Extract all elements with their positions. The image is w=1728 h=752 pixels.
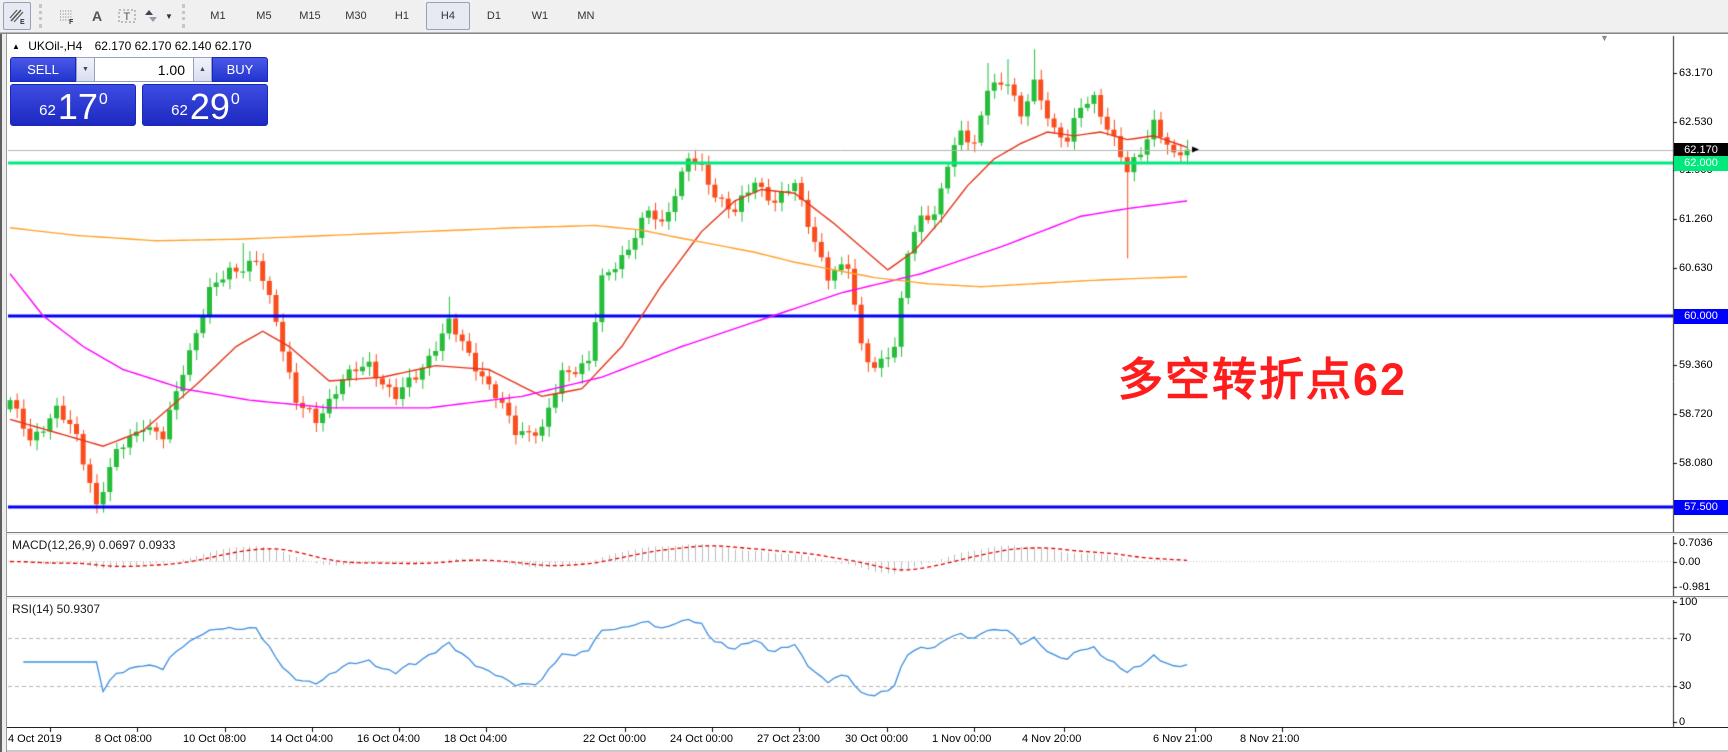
panel-separator-rsi[interactable] bbox=[7, 596, 1728, 600]
timeframe-button-H1[interactable]: H1 bbox=[394, 10, 409, 22]
collapse-triangle-icon[interactable]: ▲ bbox=[12, 42, 20, 51]
rsi-axis-label[interactable]: 30 bbox=[1679, 680, 1692, 692]
window-top-border bbox=[0, 33, 1728, 34]
macd-axis-label[interactable]: 0.00 bbox=[1679, 555, 1701, 568]
volume-input[interactable]: 1.00 bbox=[95, 57, 193, 82]
price-tick-label[interactable]: 59.360 bbox=[1679, 358, 1713, 371]
sell-price-sup: 0 bbox=[98, 91, 108, 108]
rsi-axis-label[interactable]: 100 bbox=[1679, 596, 1698, 608]
time-axis-label[interactable]: 22 Oct 00:00 bbox=[583, 733, 646, 745]
text-label-button[interactable]: A bbox=[83, 2, 111, 30]
sell-quote-button[interactable]: 62 17 0 bbox=[10, 84, 136, 126]
chart-text-annotation: 多空转折点62 bbox=[1118, 354, 1408, 405]
time-axis-label[interactable]: 8 Nov 21:00 bbox=[1240, 733, 1300, 745]
time-axis-label[interactable]: 10 Oct 08:00 bbox=[183, 733, 246, 745]
price-level-box[interactable]: 62.170 bbox=[1674, 142, 1728, 158]
price-tick-label[interactable]: 60.630 bbox=[1679, 261, 1713, 274]
rsi-axis-label[interactable]: 0 bbox=[1679, 716, 1686, 728]
buy-quote-button[interactable]: 62 29 0 bbox=[142, 84, 268, 126]
time-axis-label[interactable]: 30 Oct 00:00 bbox=[845, 733, 908, 745]
price-tick-label[interactable]: 58.720 bbox=[1679, 407, 1713, 420]
timeframe-buttons: M1 M5 M15 M30 H1 H4 D1 W1 MN bbox=[195, 2, 609, 30]
buy-price-sup: 0 bbox=[230, 91, 240, 108]
chevron-down-icon: ▼ bbox=[82, 66, 89, 73]
svg-text:F: F bbox=[69, 19, 74, 25]
volume-decrease-button[interactable]: ▼ bbox=[76, 57, 95, 82]
text-label-icon: A bbox=[91, 8, 103, 24]
buy-price-big: 29 bbox=[189, 86, 230, 127]
chevron-up-icon: ▲ bbox=[199, 66, 206, 73]
toolbar-grip bbox=[39, 4, 45, 28]
main-toolbar: E F A T ▼ M1 M5 M15 M30 H1 H4 D1 W1 MN bbox=[0, 0, 1728, 33]
price-level-box[interactable]: 62.000 bbox=[1674, 155, 1728, 171]
text-box-button[interactable]: T bbox=[113, 2, 141, 30]
chart-editor-icon: E bbox=[9, 9, 25, 25]
arrows-tool-icon bbox=[145, 10, 157, 22]
time-axis-label[interactable]: 4 Oct 2019 bbox=[8, 733, 62, 745]
arrows-tool-button[interactable]: ▼ bbox=[143, 2, 174, 30]
svg-text:E: E bbox=[20, 19, 25, 25]
volume-increase-button[interactable]: ▲ bbox=[193, 57, 212, 82]
chart-title: ▲ UKOil-,H4 62.170 62.170 62.140 62.170 bbox=[12, 39, 251, 53]
toolbar-grip-2 bbox=[181, 4, 188, 28]
rsi-axis-label[interactable]: 70 bbox=[1679, 632, 1692, 644]
buy-price-prefix: 62 bbox=[171, 102, 188, 119]
timeframe-button-H4[interactable]: H4 bbox=[425, 2, 470, 30]
time-axis-label[interactable]: 8 Oct 08:00 bbox=[95, 733, 152, 745]
chart-editor-button[interactable]: E bbox=[3, 2, 31, 30]
timeframe-button-M15[interactable]: M15 bbox=[299, 10, 321, 22]
timeframe-button-M5[interactable]: M5 bbox=[256, 10, 272, 22]
grid-icon: F bbox=[60, 10, 74, 25]
window-bottom-border bbox=[0, 750, 1728, 752]
price-level-box[interactable]: 60.000 bbox=[1674, 308, 1728, 324]
timeframe-button-M1[interactable]: M1 bbox=[210, 10, 226, 22]
scroll-position-marker[interactable]: ▼ bbox=[1600, 33, 1609, 43]
time-axis-label[interactable]: 24 Oct 00:00 bbox=[670, 733, 733, 745]
sell-button[interactable]: SELL bbox=[10, 57, 76, 82]
rsi-label: RSI(14) 50.9307 bbox=[12, 602, 101, 616]
time-axis-label[interactable]: 1 Nov 00:00 bbox=[932, 733, 992, 745]
chevron-down-icon: ▼ bbox=[165, 11, 173, 21]
macd-axis-label[interactable]: 0.7036 bbox=[1679, 537, 1713, 550]
grid-button[interactable]: F bbox=[53, 2, 81, 30]
time-axis-label[interactable]: 14 Oct 04:00 bbox=[270, 733, 333, 745]
timeframe-button-MN[interactable]: MN bbox=[577, 10, 595, 22]
buy-button[interactable]: BUY bbox=[212, 57, 268, 82]
macd-label: MACD(12,26,9) 0.0697 0.0933 bbox=[12, 538, 176, 552]
window-left-border bbox=[0, 34, 7, 752]
price-tick-label[interactable]: 58.080 bbox=[1679, 456, 1713, 469]
timeframe-button-M30[interactable]: M30 bbox=[345, 10, 367, 22]
symbol-period-label: UKOil-,H4 bbox=[28, 39, 83, 53]
time-axis-label[interactable]: 16 Oct 04:00 bbox=[357, 733, 420, 745]
ohlc-values: 62.170 62.170 62.140 62.170 bbox=[94, 39, 252, 53]
macd-axis-label[interactable]: -0.981 bbox=[1679, 581, 1711, 593]
one-click-trading-panel: SELL ▼ 1.00 ▲ BUY 62 17 0 62 29 0 bbox=[10, 57, 268, 126]
time-axis-label[interactable]: 18 Oct 04:00 bbox=[444, 733, 507, 745]
price-level-box[interactable]: 57.500 bbox=[1674, 500, 1728, 516]
price-tick-label[interactable]: 62.530 bbox=[1679, 116, 1713, 129]
sell-price-big: 17 bbox=[57, 86, 98, 127]
time-axis-label[interactable]: 6 Nov 21:00 bbox=[1153, 733, 1213, 745]
panel-separator-macd[interactable] bbox=[7, 532, 1728, 536]
sell-price-prefix: 62 bbox=[39, 102, 56, 119]
timeframe-button-D1[interactable]: D1 bbox=[486, 10, 501, 22]
price-tick-label[interactable]: 63.170 bbox=[1679, 67, 1713, 79]
timeframe-button-W1[interactable]: W1 bbox=[531, 10, 549, 22]
time-axis-line bbox=[7, 727, 1728, 728]
text-box-icon: T bbox=[118, 9, 136, 23]
price-tick-label[interactable]: 61.260 bbox=[1679, 213, 1713, 226]
time-axis-label[interactable]: 27 Oct 23:00 bbox=[757, 733, 820, 745]
time-axis-label[interactable]: 4 Nov 20:00 bbox=[1022, 733, 1082, 745]
svg-text:T: T bbox=[124, 11, 131, 23]
